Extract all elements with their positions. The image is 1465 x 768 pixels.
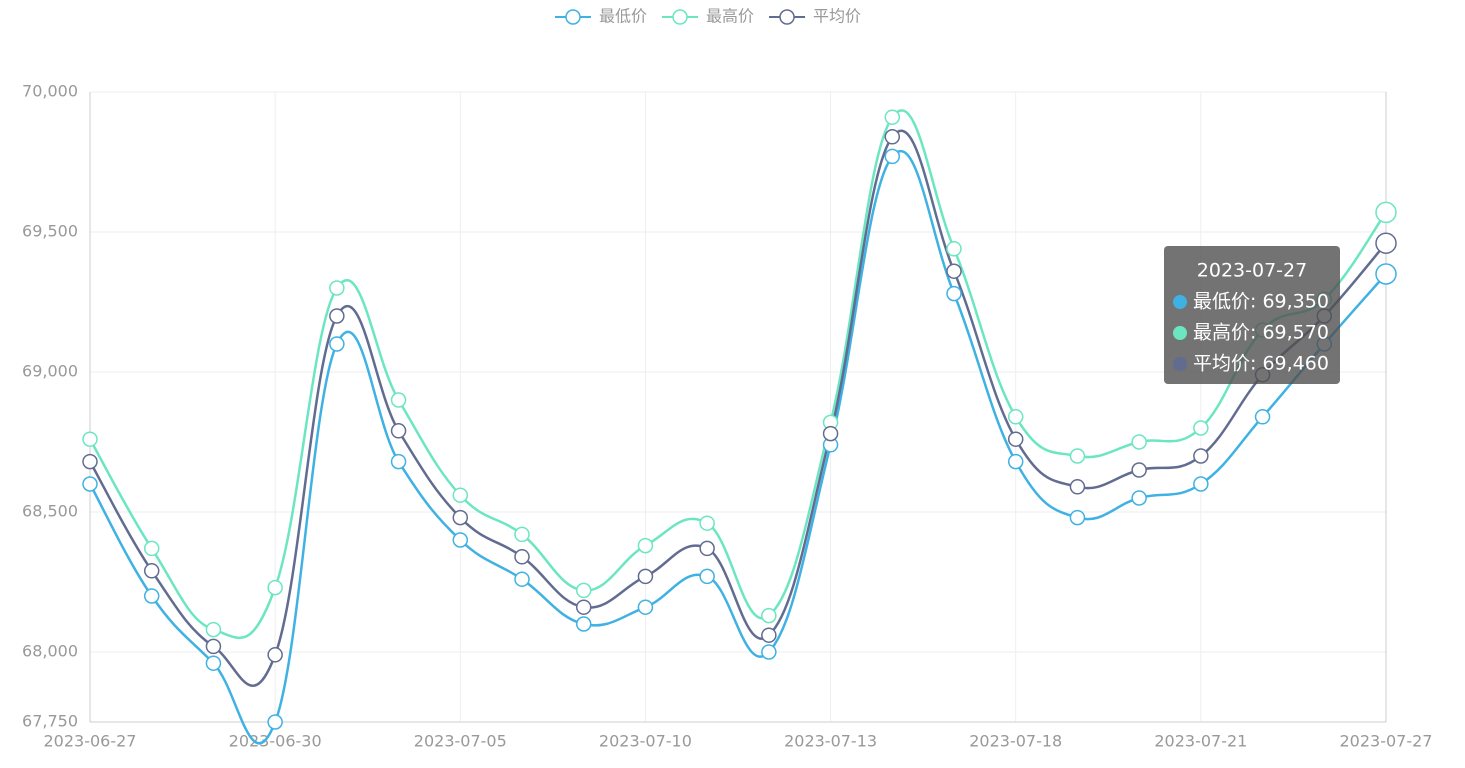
legend: 最低价 最高价 平均价 — [555, 7, 861, 26]
tooltip-box — [1164, 246, 1340, 384]
legend-label: 平均价 — [813, 7, 861, 26]
data-point — [1193, 420, 1209, 436]
data-point — [575, 582, 592, 599]
data-point — [946, 285, 962, 302]
x-tick-label: 2023-06-27 — [44, 732, 137, 751]
data-point — [699, 568, 715, 585]
data-point — [637, 537, 654, 554]
tooltip-line: 最低价: 69,350 — [1193, 291, 1329, 313]
data-point — [329, 280, 345, 296]
data-point — [267, 714, 283, 730]
tooltip-dot — [1173, 357, 1187, 371]
data-point — [946, 241, 962, 257]
tooltip-line: 最高价: 69,570 — [1193, 322, 1329, 344]
data-point — [82, 453, 98, 470]
x-tick-label: 2023-06-30 — [229, 732, 322, 751]
data-point — [575, 616, 592, 632]
data-point — [143, 540, 160, 557]
data-point — [1069, 479, 1086, 495]
data-point — [452, 487, 469, 503]
data-point — [637, 568, 654, 585]
legend-marker — [672, 9, 688, 25]
data-point — [82, 476, 98, 492]
y-tick-label: 68,500 — [22, 502, 78, 521]
data-point — [514, 571, 530, 587]
data-point — [761, 627, 777, 643]
legend-marker — [779, 9, 795, 25]
data-point — [1375, 263, 1397, 285]
x-tick-label: 2023-07-10 — [599, 732, 692, 751]
x-tick-label: 2023-07-13 — [784, 732, 877, 751]
data-point — [329, 336, 345, 352]
data-point — [1007, 453, 1024, 470]
data-point — [1069, 509, 1086, 526]
data-point — [205, 638, 222, 655]
data-point — [452, 532, 469, 548]
data-point — [1375, 232, 1397, 254]
data-point — [390, 423, 407, 439]
legend-label: 最低价 — [599, 7, 647, 26]
data-point — [1069, 448, 1086, 464]
tooltip-dot — [1173, 326, 1187, 340]
tooltip-title: 2023-07-27 — [1197, 260, 1307, 282]
data-point — [1193, 448, 1209, 464]
data-point — [390, 392, 407, 408]
data-point — [452, 509, 469, 526]
data-point — [267, 647, 283, 663]
data-point — [1375, 201, 1397, 224]
tooltip: 2023-07-27 最低价: 69,350 最高价: 69,570 平均价: 69,… — [1164, 246, 1340, 384]
y-tick-label: 67,750 — [22, 712, 78, 731]
series-line — [88, 149, 1387, 745]
data-point — [514, 549, 530, 565]
data-point — [1131, 462, 1147, 478]
data-point — [761, 607, 777, 624]
series-line — [88, 129, 1387, 687]
data-point — [699, 515, 715, 531]
tooltip-line: 平均价: 69,460 — [1193, 353, 1329, 375]
data-point — [1193, 476, 1209, 492]
data-point — [1007, 431, 1024, 447]
data-point — [329, 308, 345, 324]
data-point — [822, 425, 839, 442]
data-point — [1254, 409, 1271, 425]
data-point — [1131, 490, 1147, 506]
legend-label: 最高价 — [706, 7, 754, 26]
data-point — [390, 453, 407, 470]
data-point — [1007, 409, 1024, 425]
data-point — [884, 109, 901, 125]
data-point — [1131, 434, 1147, 450]
x-tick-label: 2023-07-21 — [1154, 732, 1247, 751]
data-point — [884, 148, 901, 165]
data-point — [884, 129, 901, 145]
data-point — [761, 644, 777, 660]
data-point — [267, 579, 283, 596]
y-tick-label: 68,000 — [22, 642, 78, 661]
tooltip-dot — [1173, 295, 1187, 309]
data-point — [205, 621, 222, 638]
data-point — [699, 540, 715, 557]
data-point — [82, 431, 98, 447]
data-point — [205, 655, 222, 671]
y-tick-label: 70,000 — [22, 82, 78, 101]
legend-marker — [565, 9, 581, 25]
data-point — [143, 563, 160, 579]
data-point — [575, 599, 592, 615]
x-tick-label: 2023-07-05 — [414, 732, 507, 751]
data-point — [143, 588, 160, 604]
x-tick-label: 2023-07-27 — [1340, 732, 1433, 751]
x-tick-label: 2023-07-18 — [969, 732, 1062, 751]
data-point — [514, 526, 530, 543]
y-tick-label: 69,000 — [22, 362, 78, 381]
data-point — [637, 599, 654, 615]
data-point — [946, 263, 962, 279]
y-tick-label: 69,500 — [22, 222, 78, 241]
